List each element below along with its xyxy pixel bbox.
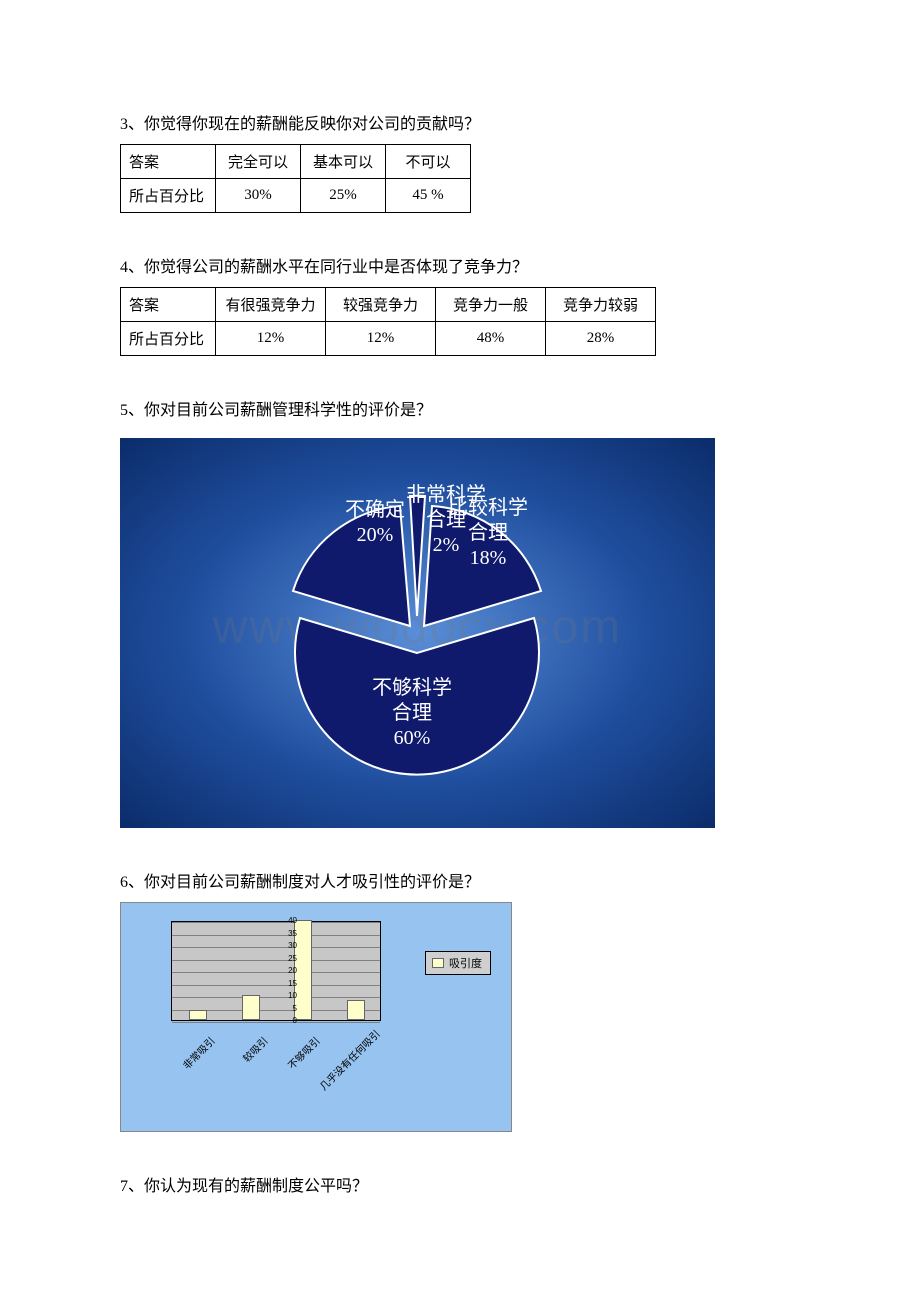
table-cell: 完全可以: [216, 145, 301, 179]
question-4-title: 4、你觉得公司的薪酬水平在同行业中是否体现了竞争力？: [120, 253, 800, 277]
pie-label-pct: 60%: [394, 727, 431, 749]
table-cell: 45 %: [386, 179, 471, 213]
table-cell: 所占百分比: [121, 179, 216, 213]
question-6-title: 6、你对目前公司薪酬制度对人才吸引性的评价是？: [120, 868, 800, 892]
table-cell: 有很强竞争力: [216, 288, 326, 322]
question-6-section: 6、你对目前公司薪酬制度对人才吸引性的评价是？ 0510152025303540…: [120, 868, 800, 1132]
pie-label-pct: 18%: [470, 547, 507, 569]
pie-label-text: 比较科学: [448, 497, 528, 519]
question-5-section: 5、你对目前公司薪酬管理科学性的评价是？ www.wodocx.com 不确定 …: [120, 396, 800, 828]
question-3-table: 答案 完全可以 基本可以 不可以 所占百分比 30% 25% 45 %: [120, 144, 471, 213]
question-3-section: 3、你觉得你现在的薪酬能反映你对公司的贡献吗？ 答案 完全可以 基本可以 不可以…: [120, 110, 800, 213]
pie-label-pct: 20%: [357, 524, 394, 546]
pie-label-text: 合理: [392, 702, 432, 724]
table-cell: 答案: [121, 288, 216, 322]
table-cell: 12%: [326, 322, 436, 356]
question-4-section: 4、你觉得公司的薪酬水平在同行业中是否体现了竞争力？ 答案 有很强竞争力 较强竞…: [120, 253, 800, 356]
pie-label-2: 比较科学 合理 18%: [448, 496, 528, 571]
legend-swatch: [432, 958, 444, 968]
table-cell: 基本可以: [301, 145, 386, 179]
bar-chart: 0510152025303540 非常吸引较吸引不够吸引几乎没有任何吸引 吸引度: [120, 902, 512, 1132]
table-cell: 竞争力较弱: [546, 288, 656, 322]
question-4-table: 答案 有很强竞争力 较强竞争力 竞争力一般 竞争力较弱 所占百分比 12% 12…: [120, 287, 656, 356]
pie-label-3: 不够科学 合理 60%: [372, 676, 452, 751]
pie-label-text: 合理: [468, 522, 508, 544]
pie-label-text: 不确定: [345, 499, 405, 521]
table-cell: 30%: [216, 179, 301, 213]
question-7-title: 7、你认为现有的薪酬制度公平吗？: [120, 1172, 800, 1196]
table-cell: 25%: [301, 179, 386, 213]
question-5-title: 5、你对目前公司薪酬管理科学性的评价是？: [120, 396, 800, 420]
table-cell: 所占百分比: [121, 322, 216, 356]
table-cell: 48%: [436, 322, 546, 356]
table-cell: 较强竞争力: [326, 288, 436, 322]
legend-label: 吸引度: [449, 955, 482, 971]
pie-label-text: 不够科学: [372, 677, 452, 699]
legend: 吸引度: [425, 951, 491, 975]
question-3-title: 3、你觉得你现在的薪酬能反映你对公司的贡献吗？: [120, 110, 800, 134]
question-7-section: 7、你认为现有的薪酬制度公平吗？: [120, 1172, 800, 1196]
table-cell: 竞争力一般: [436, 288, 546, 322]
table-cell: 答案: [121, 145, 216, 179]
table-cell: 不可以: [386, 145, 471, 179]
pie-chart: www.wodocx.com 不确定 20% 非常科学 合理 2% 比较科学 合…: [120, 438, 715, 828]
table-cell: 12%: [216, 322, 326, 356]
pie-label-0: 不确定 20%: [345, 498, 405, 548]
table-cell: 28%: [546, 322, 656, 356]
